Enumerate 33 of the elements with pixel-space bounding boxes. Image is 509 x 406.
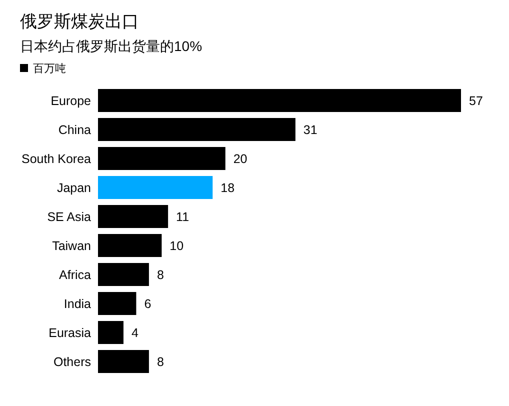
data-label: 20 [233, 152, 248, 166]
y-tick-label: Japan [56, 181, 92, 195]
data-label: 8 [156, 268, 164, 282]
y-tick-label: Europe [50, 94, 92, 108]
y-tick-label: Taiwan [52, 239, 92, 253]
y-tick-label: India [64, 297, 92, 311]
y-tick-label: Eurasia [48, 326, 92, 340]
bar [98, 263, 149, 286]
data-label: 10 [170, 239, 184, 253]
legend-label: 百万吨 [33, 62, 66, 75]
y-tick-label: China [58, 123, 92, 137]
bar [98, 118, 296, 141]
data-label: 31 [303, 123, 318, 137]
bar [98, 350, 149, 373]
chart-subtitle: 日本约占俄罗斯出货量的10% [20, 38, 202, 54]
y-tick-label: SE Asia [47, 210, 92, 224]
y-tick-label: Others [53, 355, 91, 369]
data-label: 8 [156, 355, 164, 369]
bar [98, 176, 213, 199]
bar [98, 89, 461, 112]
y-tick-label: South Korea [22, 152, 92, 166]
bar [98, 321, 124, 344]
bar [98, 147, 226, 170]
bar [98, 205, 168, 228]
data-label: 18 [220, 181, 235, 195]
bar [98, 234, 162, 257]
data-label: 6 [144, 297, 152, 311]
data-label: 57 [469, 94, 483, 108]
chart-title: 俄罗斯煤炭出口 [20, 12, 139, 31]
data-label: 11 [176, 210, 190, 224]
y-tick-label: Africa [59, 268, 92, 282]
data-label: 4 [131, 326, 138, 340]
bar [98, 292, 136, 315]
